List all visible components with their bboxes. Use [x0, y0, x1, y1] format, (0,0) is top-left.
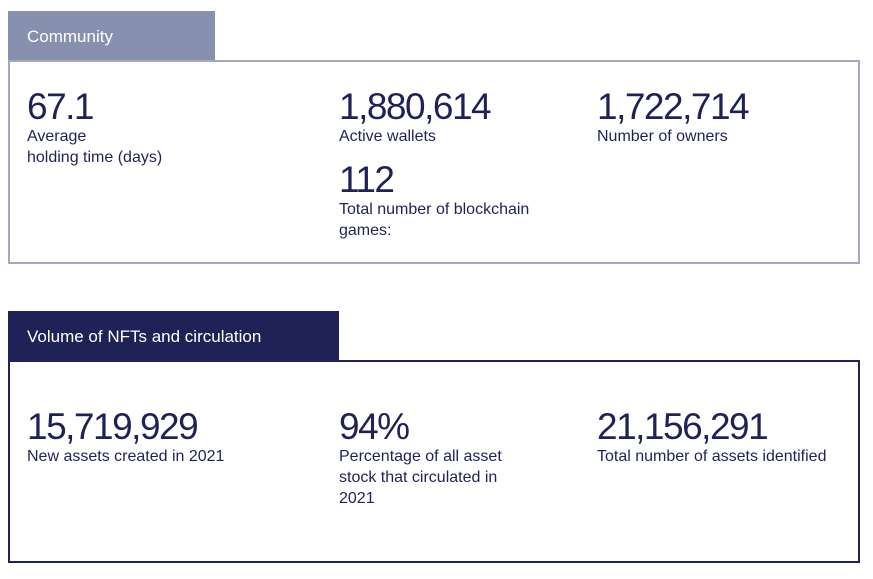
stat-value: 67.1: [27, 86, 95, 127]
active-wallets-stat: 1,880,614 Active wallets: [339, 86, 492, 147]
stat-label: Active wallets: [339, 128, 436, 145]
stat-label: Total number of assets identified: [597, 448, 827, 465]
community-panel: [8, 60, 860, 264]
volume-section-title: Volume of NFTs and circulation: [27, 326, 262, 346]
new-assets-stat: 15,719,929 New assets created in 2021: [27, 408, 224, 467]
stat-label: Total number of blockchain games:: [339, 201, 530, 239]
average-holding-time-stat: 67.1 Average holding time (days): [27, 88, 162, 168]
community-section-tab: Community: [8, 11, 215, 61]
stat-value: 15,719,929: [27, 406, 199, 447]
volume-panel: [8, 360, 860, 563]
stat-label: Number of owners: [597, 128, 728, 145]
volume-section-tab: Volume of NFTs and circulation: [8, 311, 339, 361]
stat-label: Percentage of all asset stock that circul…: [339, 448, 502, 507]
stat-value: 1,880,614: [339, 86, 492, 127]
stat-value: 112: [339, 159, 395, 200]
number-of-owners-stat: 1,722,714 Number of owners: [597, 86, 750, 147]
stat-value: 94%: [339, 406, 410, 447]
stat-value: 1,722,714: [597, 86, 750, 127]
circulation-percentage-stat: 94% Percentage of all asset stock that ci…: [339, 408, 502, 509]
stat-label: New assets created in 2021: [27, 448, 225, 465]
total-assets-stat: 21,156,291 Total number of assets identi…: [597, 408, 826, 467]
blockchain-games-stat: 112 Total number of blockchain games:: [339, 161, 529, 241]
stat-value: 21,156,291: [597, 406, 769, 447]
community-section-title: Community: [27, 26, 113, 46]
stat-label: Average holding time (days): [27, 128, 163, 166]
